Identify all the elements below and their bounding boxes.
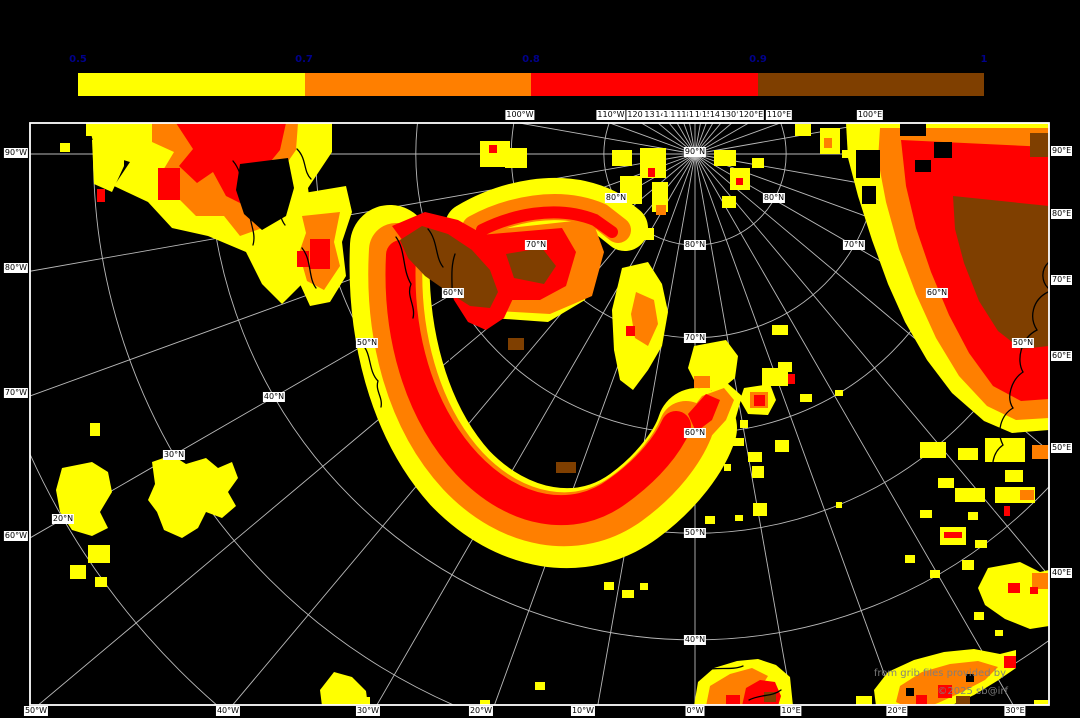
probability-colorbar bbox=[78, 73, 984, 96]
colorbar-segment-2 bbox=[531, 73, 758, 96]
map-label-chip: 50°E bbox=[1051, 443, 1073, 453]
map-label-chip: 70°N bbox=[524, 240, 548, 250]
map-label-chip: 40°E bbox=[1051, 568, 1073, 578]
map-label-chip: 60°N bbox=[925, 288, 949, 298]
map-label-chip: 40°N bbox=[262, 392, 286, 402]
map-label-chip: 70°W bbox=[3, 388, 28, 398]
map-label-chip: 60°E bbox=[1051, 351, 1073, 361]
map-label-chip: 120°W bbox=[626, 110, 656, 120]
map-label-chip: 120°E bbox=[737, 110, 765, 120]
colorbar-tick: 0.7 bbox=[295, 54, 313, 65]
map-label-chip: 110°E bbox=[765, 110, 793, 120]
map-label-chip: 80°N bbox=[683, 240, 707, 250]
map-label-chip: 100°E bbox=[856, 110, 884, 120]
colorbar-tick: 0.9 bbox=[749, 54, 767, 65]
map-label-chip: 90°W bbox=[3, 148, 28, 158]
watermark-line-2: ©2025 sb@irf bbox=[937, 686, 1008, 697]
map-label-chip: 90°N bbox=[683, 147, 707, 157]
map-label-chip: 60°N bbox=[441, 288, 465, 298]
map-label-chip: 50°N bbox=[355, 338, 379, 348]
map-label-chip: 20°W bbox=[468, 706, 494, 716]
map-label-chip: 0°W bbox=[685, 706, 705, 716]
aurora-heatmap bbox=[56, 123, 1049, 705]
colorbar-segment-0 bbox=[78, 73, 305, 96]
watermark-line-1: from grib files provided by bbox=[873, 668, 1006, 679]
map-label-chip: 10°W bbox=[570, 706, 596, 716]
map-label-chip: 60°N bbox=[683, 428, 707, 438]
colorbar-segment-1 bbox=[304, 73, 531, 96]
map-label-chip: 30°N bbox=[162, 450, 186, 460]
map-label-chip: 50°W bbox=[23, 706, 49, 716]
map-label-chip: 20°E bbox=[886, 706, 908, 716]
colorbar-tick: 0.5 bbox=[69, 54, 87, 65]
aurora-layer-B bbox=[400, 133, 1049, 705]
map-label-chip: 10°E bbox=[780, 706, 802, 716]
colorbar-tick: 1 bbox=[980, 54, 988, 65]
coastlines bbox=[232, 148, 1049, 701]
map-label-chip: 70°E bbox=[1051, 275, 1073, 285]
map-label-chip: 80°N bbox=[604, 193, 628, 203]
map-label-chip: 70°N bbox=[683, 333, 707, 343]
map-label-chip: 90°E bbox=[1051, 146, 1073, 156]
map-label-chip: 50°N bbox=[1011, 338, 1035, 348]
map-label-chip: 80°N bbox=[762, 193, 786, 203]
map-label-chip: 100°W bbox=[505, 110, 535, 120]
map-label-chip: 70°N bbox=[842, 240, 866, 250]
colorbar-tick: 0.8 bbox=[522, 54, 540, 65]
map-label-chip: 40°N bbox=[683, 635, 707, 645]
map-label-chip: 110°W bbox=[596, 110, 626, 120]
map-label-chip: 50°N bbox=[683, 528, 707, 538]
map-label-chip: 80°W bbox=[3, 263, 28, 273]
map-label-chip: 60°W bbox=[3, 531, 28, 541]
colorbar-segment-3 bbox=[757, 73, 984, 96]
map-label-chip: 80°E bbox=[1051, 209, 1073, 219]
map-label-chip: 30°E bbox=[1004, 706, 1026, 716]
map-label-chip: 20°N bbox=[51, 514, 75, 524]
map-label-chip: 40°W bbox=[215, 706, 241, 716]
map-label-chip: 130°E bbox=[719, 110, 747, 120]
map-frame bbox=[29, 122, 1050, 706]
map-label-chip: 30°W bbox=[355, 706, 381, 716]
